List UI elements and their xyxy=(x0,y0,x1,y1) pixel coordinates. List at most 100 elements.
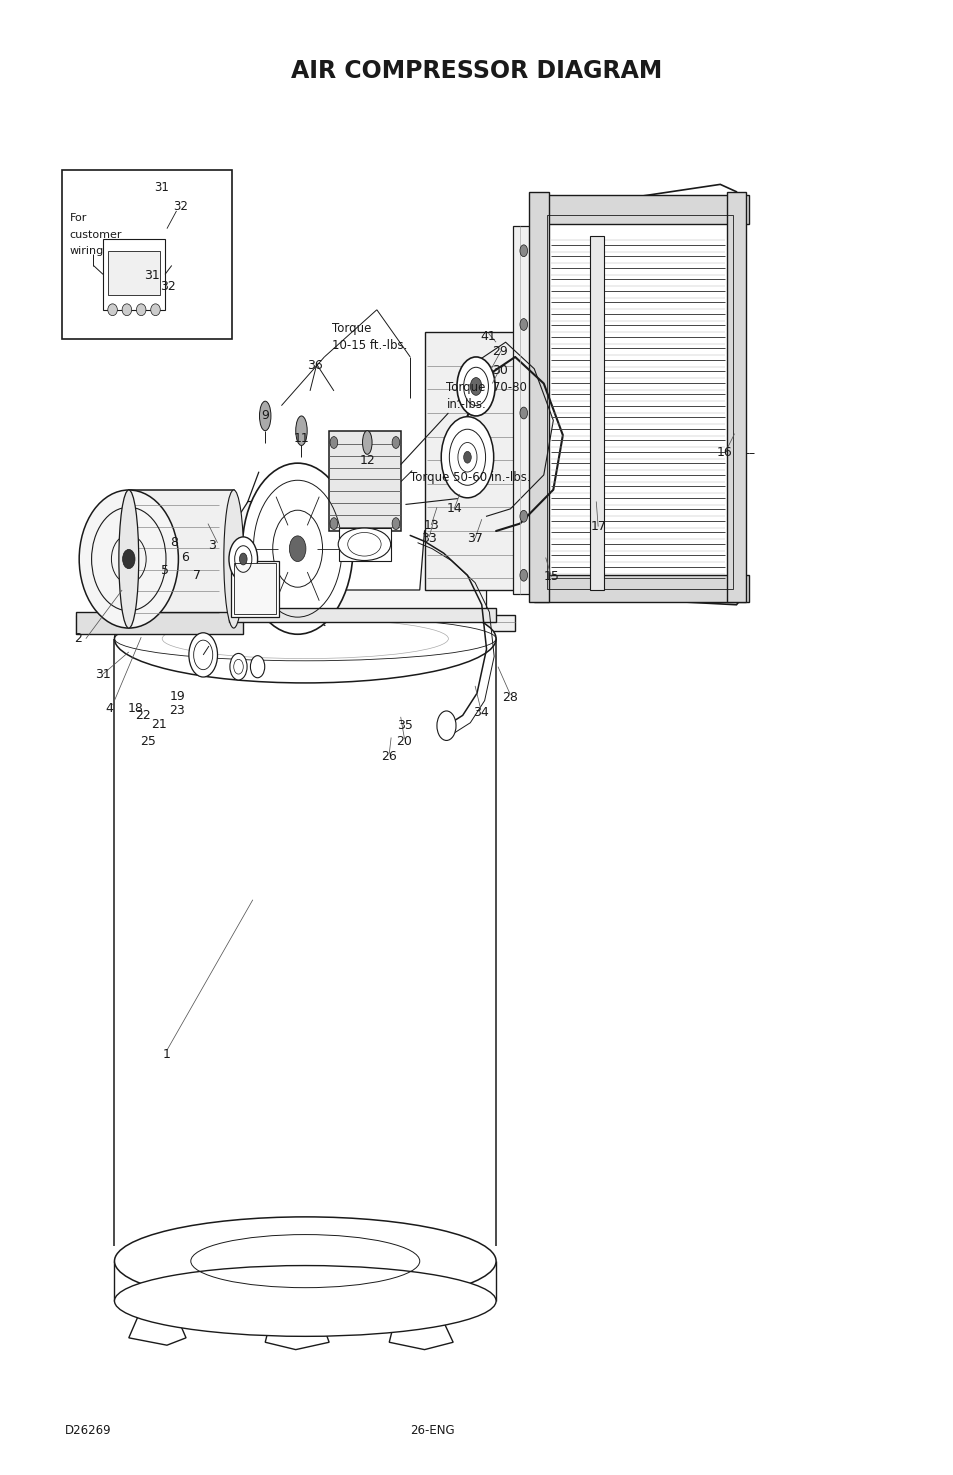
Text: 28: 28 xyxy=(502,692,517,704)
Ellipse shape xyxy=(136,304,146,316)
Text: 20: 20 xyxy=(396,736,412,748)
Text: 31: 31 xyxy=(154,181,170,193)
Text: 34: 34 xyxy=(473,707,488,718)
Text: 12: 12 xyxy=(359,454,375,466)
Ellipse shape xyxy=(392,437,399,448)
Text: 3: 3 xyxy=(208,540,215,552)
Text: 16: 16 xyxy=(717,447,732,459)
Ellipse shape xyxy=(456,357,495,416)
Ellipse shape xyxy=(114,1266,496,1336)
Text: 35: 35 xyxy=(397,720,413,732)
Text: 11: 11 xyxy=(294,432,309,444)
Text: 4: 4 xyxy=(106,702,113,714)
Polygon shape xyxy=(129,1316,186,1345)
Text: 22: 22 xyxy=(135,709,151,721)
Ellipse shape xyxy=(189,633,217,677)
Text: 26-ENG: 26-ENG xyxy=(410,1425,455,1437)
Bar xyxy=(233,563,275,614)
Ellipse shape xyxy=(114,594,496,683)
Text: 7: 7 xyxy=(193,569,201,581)
Text: Torque 50-60 in.-lbs.: Torque 50-60 in.-lbs. xyxy=(410,471,530,484)
Text: customer: customer xyxy=(70,230,122,239)
Text: AIR COMPRESSOR DIAGRAM: AIR COMPRESSOR DIAGRAM xyxy=(291,59,662,83)
Ellipse shape xyxy=(519,569,527,581)
Text: D26269: D26269 xyxy=(65,1425,112,1437)
Bar xyxy=(62,170,232,339)
Ellipse shape xyxy=(122,304,132,316)
Ellipse shape xyxy=(239,553,247,565)
Text: 6: 6 xyxy=(181,552,189,563)
Bar xyxy=(329,431,400,531)
Text: 1: 1 xyxy=(163,1049,171,1061)
Ellipse shape xyxy=(250,655,264,677)
Text: 5: 5 xyxy=(161,565,169,577)
Ellipse shape xyxy=(295,416,307,445)
Polygon shape xyxy=(389,1316,453,1350)
Text: 26: 26 xyxy=(381,751,396,763)
Text: 33: 33 xyxy=(421,532,436,544)
Text: 30: 30 xyxy=(492,364,507,376)
Text: 29: 29 xyxy=(492,345,507,357)
Bar xyxy=(534,575,748,602)
Text: 36: 36 xyxy=(307,360,322,372)
Bar xyxy=(546,215,732,589)
Ellipse shape xyxy=(519,319,527,330)
Text: 2: 2 xyxy=(74,633,82,645)
Ellipse shape xyxy=(519,510,527,522)
Bar xyxy=(231,560,278,617)
Ellipse shape xyxy=(519,407,527,419)
Bar xyxy=(103,239,165,310)
Ellipse shape xyxy=(108,304,117,316)
Ellipse shape xyxy=(289,535,306,562)
Ellipse shape xyxy=(119,490,138,628)
Text: 32: 32 xyxy=(160,280,175,292)
Ellipse shape xyxy=(337,528,391,560)
Text: 37: 37 xyxy=(467,532,482,544)
Ellipse shape xyxy=(470,378,481,395)
Text: 15: 15 xyxy=(543,571,558,583)
Bar xyxy=(529,192,548,602)
Ellipse shape xyxy=(242,463,353,634)
Text: 8: 8 xyxy=(170,537,177,549)
Text: 21: 21 xyxy=(152,718,167,730)
Ellipse shape xyxy=(224,490,243,628)
Bar xyxy=(424,332,524,590)
Text: 18: 18 xyxy=(128,702,143,714)
Text: 23: 23 xyxy=(170,705,185,717)
Text: 17: 17 xyxy=(590,521,605,532)
Text: For: For xyxy=(70,214,87,223)
Ellipse shape xyxy=(436,711,456,740)
Ellipse shape xyxy=(463,451,471,463)
Polygon shape xyxy=(124,615,515,631)
Bar xyxy=(129,490,233,628)
Bar xyxy=(726,192,745,602)
Bar xyxy=(338,528,391,560)
Bar xyxy=(513,226,534,594)
Ellipse shape xyxy=(330,518,337,530)
Text: 19: 19 xyxy=(170,690,185,702)
Polygon shape xyxy=(529,184,745,605)
Ellipse shape xyxy=(519,245,527,257)
Ellipse shape xyxy=(114,1217,496,1305)
Text: 32: 32 xyxy=(173,201,189,212)
Ellipse shape xyxy=(122,549,135,568)
Ellipse shape xyxy=(230,653,247,680)
Ellipse shape xyxy=(151,304,160,316)
Bar xyxy=(76,612,243,634)
Text: 9: 9 xyxy=(261,410,269,422)
Text: 25: 25 xyxy=(140,736,155,748)
Ellipse shape xyxy=(259,401,271,431)
Text: 31: 31 xyxy=(95,668,111,680)
Polygon shape xyxy=(265,1316,329,1350)
Text: 41: 41 xyxy=(480,330,496,342)
Text: 14: 14 xyxy=(446,503,461,515)
Ellipse shape xyxy=(440,416,494,499)
Ellipse shape xyxy=(79,490,178,628)
Text: Torque  70-80
in.-lbs.: Torque 70-80 in.-lbs. xyxy=(446,381,527,410)
Bar xyxy=(108,251,160,295)
Ellipse shape xyxy=(362,431,372,454)
Bar xyxy=(589,236,603,590)
Text: wiring: wiring xyxy=(70,246,104,255)
Polygon shape xyxy=(233,502,486,615)
Bar xyxy=(229,608,496,622)
